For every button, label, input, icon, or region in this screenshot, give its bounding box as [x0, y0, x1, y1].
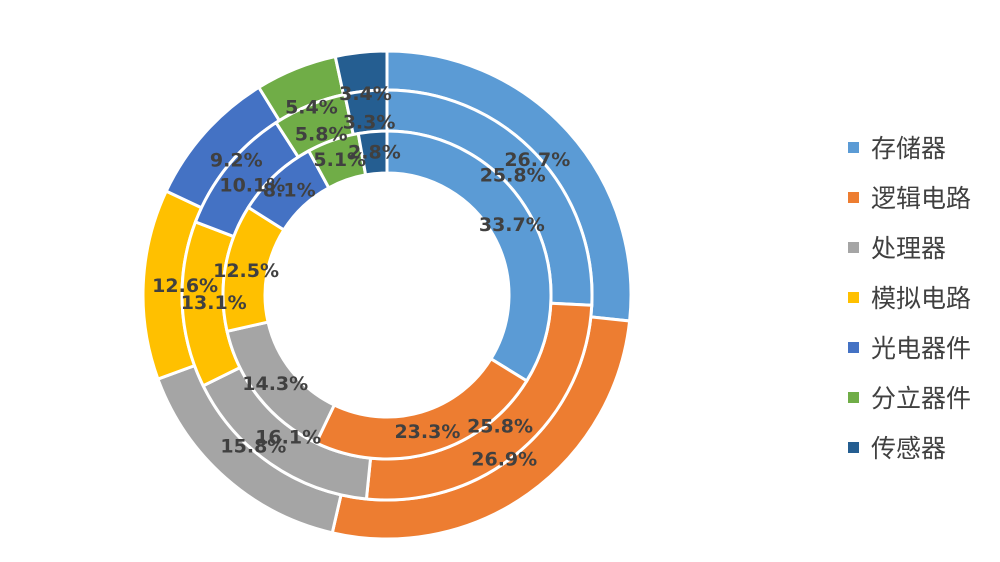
legend-label: 光电器件 [871, 334, 972, 363]
data-label-inner-7: 2.8% [348, 142, 401, 164]
data-label-outer-1: 26.7% [504, 149, 570, 171]
data-label-middle-2: 25.8% [467, 416, 533, 438]
legend-label: 分立器件 [871, 384, 972, 413]
data-label-outer-3: 15.8% [220, 436, 286, 458]
legend-swatch [848, 341, 859, 353]
chart-data-labels: 26.7% 26.9% 15.8% 12.6% 9.2% 5.4%3.4% 25.8% 25.… [152, 83, 570, 470]
legend-swatch [848, 441, 859, 453]
chart-legend: 存储器逻辑电路处理器模拟电路光电器件分立器件传感器 [848, 122, 998, 472]
data-label-middle-4: 13.1% [181, 292, 247, 314]
legend-swatch [848, 191, 859, 203]
legend-swatch [848, 241, 859, 253]
legend-swatch [848, 291, 859, 303]
data-label-outer-5: 9.2% [210, 149, 263, 171]
legend-swatch [848, 141, 859, 153]
data-label-outer-2: 26.9% [471, 449, 537, 471]
legend-swatch [848, 391, 859, 403]
legend-item: 存储器 [848, 122, 998, 172]
data-label-inner-1: 33.7% [479, 214, 545, 236]
legend-item: 分立器件 [848, 372, 998, 422]
data-label-inner-5: 8.1% [263, 180, 316, 202]
legend-item: 模拟电路 [848, 272, 998, 322]
data-label-inner-4: 12.5% [213, 260, 279, 282]
data-label-outer-4: 12.6% [152, 275, 218, 297]
data-label-middle-1: 25.8% [480, 164, 546, 186]
data-label-outer-6: 5.4% [285, 97, 338, 119]
data-label-middle-6: 5.8% [295, 124, 348, 146]
data-label-middle-7: 3.3% [343, 112, 396, 134]
legend-label: 传感器 [871, 434, 947, 463]
legend-label: 处理器 [871, 234, 947, 263]
data-label-inner-6: 5.1% [313, 149, 366, 171]
legend-item: 逻辑电路 [848, 172, 998, 222]
data-label-middle-3: 16.1% [255, 427, 321, 449]
chart-slices [141, 49, 633, 541]
legend-label: 逻辑电路 [871, 184, 972, 213]
slice-inner-7 [356, 129, 389, 177]
legend-item: 光电器件 [848, 322, 998, 372]
data-label-outer-7: 3.4% [339, 83, 392, 105]
data-label-inner-2: 23.3% [394, 421, 460, 443]
legend-label: 模拟电路 [871, 284, 972, 313]
data-label-middle-5: 10.1% [219, 175, 285, 197]
legend-item: 处理器 [848, 222, 998, 272]
data-label-inner-3: 14.3% [242, 373, 308, 395]
legend-item: 传感器 [848, 422, 998, 472]
legend-label: 存储器 [871, 134, 947, 163]
